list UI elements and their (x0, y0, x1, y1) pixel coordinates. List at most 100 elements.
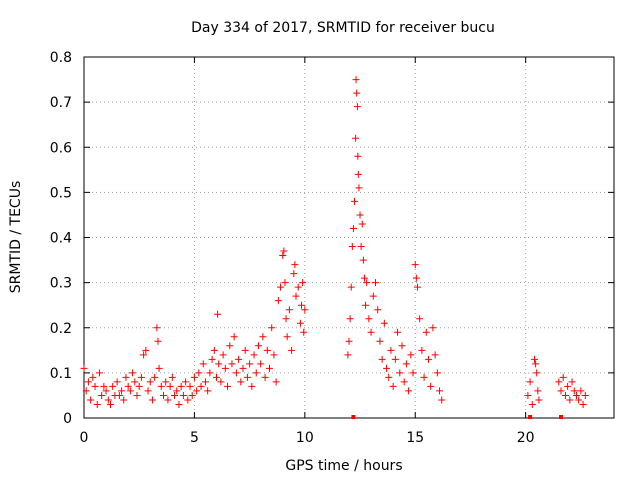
data-point (87, 396, 95, 404)
data-point (362, 301, 370, 309)
data-point (226, 342, 234, 350)
y-axis-label: SRMTID / TECUs (8, 181, 24, 294)
data-point (283, 333, 291, 341)
y-tick-label: 0.5 (50, 185, 72, 201)
data-point (201, 378, 209, 386)
y-tick-label: 0.8 (50, 50, 72, 66)
data-point (292, 292, 300, 300)
data-point (378, 355, 386, 363)
data-point (300, 328, 308, 336)
data-point (301, 306, 309, 314)
data-point (532, 360, 540, 368)
data-point (219, 351, 227, 359)
data-point (294, 283, 302, 291)
data-point (98, 391, 106, 399)
data-point (526, 378, 534, 386)
data-point (398, 342, 406, 350)
data-point (162, 378, 170, 386)
data-point (124, 382, 132, 390)
data-point (171, 391, 179, 399)
data-point (115, 391, 123, 399)
data-point (353, 89, 361, 97)
data-point (298, 301, 306, 309)
data-point (277, 283, 285, 291)
data-point (221, 364, 229, 372)
data-point (179, 391, 187, 399)
data-point (151, 373, 159, 381)
data-point (166, 382, 174, 390)
data-point (285, 306, 293, 314)
x-tick-label: 0 (80, 430, 89, 446)
data-point (144, 387, 152, 395)
data-point (237, 378, 245, 386)
data-point (164, 396, 172, 404)
data-point (266, 364, 273, 372)
data-point (102, 387, 110, 395)
data-point (353, 103, 361, 111)
data-point (188, 391, 196, 399)
data-point (420, 373, 428, 381)
data-point (84, 378, 92, 386)
data-point (217, 378, 225, 386)
data-point (146, 378, 154, 386)
data-point (230, 333, 238, 341)
data-point (241, 346, 249, 354)
data-point (109, 382, 117, 390)
data-point (104, 396, 112, 404)
data-point (131, 378, 139, 386)
data-point (270, 351, 278, 359)
data-point (204, 387, 212, 395)
data-point (524, 391, 532, 399)
data-point (359, 256, 367, 264)
data-point (82, 387, 90, 395)
data-point (263, 346, 271, 354)
data-point (416, 315, 424, 323)
data-point (206, 369, 214, 377)
x-tick-label: 5 (190, 430, 199, 446)
data-point (357, 243, 365, 251)
data-point (422, 328, 430, 336)
data-point (160, 391, 167, 399)
data-point (107, 400, 114, 408)
data-point (154, 337, 162, 345)
data-point (93, 400, 101, 408)
y-tick-label: 0.1 (50, 366, 72, 382)
data-point (363, 279, 371, 287)
data-point (168, 373, 176, 381)
data-point (389, 382, 397, 390)
data-point (358, 220, 366, 228)
baseline-marker (528, 415, 533, 419)
data-point (261, 373, 269, 381)
data-point (575, 396, 583, 404)
data-point (433, 369, 441, 377)
data-point (155, 364, 163, 372)
data-point (239, 364, 247, 372)
data-point (120, 396, 128, 404)
data-point (210, 346, 218, 354)
data-point (173, 387, 181, 395)
data-point (354, 152, 362, 160)
data-point (405, 387, 413, 395)
y-tick-label: 0.3 (50, 276, 72, 292)
data-point (374, 306, 382, 314)
y-tick-label: 0.7 (50, 95, 72, 111)
data-point (157, 382, 165, 390)
data-point (137, 373, 145, 381)
data-point (257, 360, 265, 368)
data-point (344, 351, 352, 359)
data-point (195, 369, 203, 377)
data-point (348, 243, 356, 251)
data-point (438, 396, 446, 404)
data-point (564, 382, 572, 390)
data-point (425, 355, 432, 363)
data-point (568, 378, 576, 386)
data-point (557, 387, 565, 395)
data-point (126, 387, 134, 395)
data-point (354, 170, 362, 178)
data-point (299, 279, 307, 287)
data-point (436, 387, 444, 395)
data-point (182, 378, 190, 386)
data-point (122, 373, 130, 381)
data-point (95, 369, 103, 377)
data-point (232, 369, 240, 377)
